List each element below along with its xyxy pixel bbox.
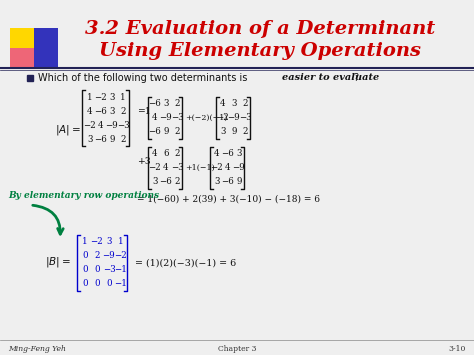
Text: −2: −2 xyxy=(149,164,161,173)
Text: −9: −9 xyxy=(233,164,246,173)
Text: 1: 1 xyxy=(118,237,124,246)
Text: 3: 3 xyxy=(164,99,169,109)
Text: −3: −3 xyxy=(171,114,183,122)
Text: −2: −2 xyxy=(217,114,229,122)
Text: 2: 2 xyxy=(174,99,180,109)
Text: 3: 3 xyxy=(87,135,93,143)
Text: 2: 2 xyxy=(174,127,180,137)
Text: 3: 3 xyxy=(237,149,242,158)
Text: −1: −1 xyxy=(115,266,128,274)
Text: −6: −6 xyxy=(149,127,161,137)
FancyBboxPatch shape xyxy=(10,28,34,48)
Text: 3: 3 xyxy=(106,237,112,246)
Text: $|A|=$: $|A|=$ xyxy=(55,123,81,137)
Text: 2: 2 xyxy=(174,149,180,158)
Text: 4: 4 xyxy=(220,99,226,109)
Text: 4: 4 xyxy=(98,120,104,130)
Text: −6: −6 xyxy=(95,135,108,143)
Text: 4: 4 xyxy=(87,106,93,115)
Text: 0: 0 xyxy=(82,266,88,274)
Text: 3-10: 3-10 xyxy=(448,345,466,353)
Text: −3: −3 xyxy=(103,266,115,274)
Text: −6: −6 xyxy=(160,178,173,186)
Text: 0: 0 xyxy=(82,251,88,261)
Text: +3: +3 xyxy=(137,157,151,165)
Text: 4: 4 xyxy=(152,114,158,122)
Text: +(−2)(−1): +(−2)(−1) xyxy=(185,114,228,122)
Text: −9: −9 xyxy=(160,114,173,122)
Text: Which of the following two determinants is: Which of the following two determinants … xyxy=(38,73,250,83)
Text: 3: 3 xyxy=(152,178,158,186)
Text: Chapter 3: Chapter 3 xyxy=(218,345,256,353)
Text: =1: =1 xyxy=(137,106,151,115)
Text: 3: 3 xyxy=(109,106,115,115)
Text: 0: 0 xyxy=(94,279,100,289)
Text: −9: −9 xyxy=(103,251,115,261)
Text: 2: 2 xyxy=(174,178,180,186)
Text: 6: 6 xyxy=(163,149,169,158)
Text: 1: 1 xyxy=(120,93,126,102)
Text: ?: ? xyxy=(353,73,358,83)
Text: −3: −3 xyxy=(239,114,251,122)
FancyBboxPatch shape xyxy=(10,48,34,68)
Text: −2: −2 xyxy=(210,164,223,173)
Text: 3: 3 xyxy=(214,178,219,186)
Text: 4: 4 xyxy=(152,149,158,158)
Text: −2: −2 xyxy=(83,120,96,130)
Text: $|B|=$: $|B|=$ xyxy=(45,255,71,269)
Text: 0: 0 xyxy=(82,279,88,289)
Text: −6: −6 xyxy=(95,106,108,115)
Text: Using Elementary Operations: Using Elementary Operations xyxy=(99,42,421,60)
Text: 0: 0 xyxy=(94,266,100,274)
Text: 2: 2 xyxy=(120,106,126,115)
Text: −2: −2 xyxy=(95,93,108,102)
Text: Ming-Feng Yeh: Ming-Feng Yeh xyxy=(8,345,66,353)
Text: 4: 4 xyxy=(163,164,169,173)
Text: −6: −6 xyxy=(222,149,234,158)
Text: −3: −3 xyxy=(171,164,183,173)
FancyBboxPatch shape xyxy=(34,28,58,68)
Text: −9: −9 xyxy=(228,114,240,122)
Text: 0: 0 xyxy=(106,279,112,289)
Text: 4: 4 xyxy=(225,164,231,173)
Text: 1: 1 xyxy=(87,93,93,102)
Text: By elementary row operations: By elementary row operations xyxy=(8,191,159,200)
Text: −1: −1 xyxy=(115,279,128,289)
Text: 9: 9 xyxy=(231,127,237,137)
Text: 3: 3 xyxy=(220,127,226,137)
Text: +1(−1): +1(−1) xyxy=(185,164,215,172)
Text: 9: 9 xyxy=(109,135,115,143)
Text: −2: −2 xyxy=(115,251,128,261)
Text: 2: 2 xyxy=(94,251,100,261)
Text: 9: 9 xyxy=(236,178,242,186)
Text: easier to evaluate: easier to evaluate xyxy=(282,73,379,82)
Text: 4: 4 xyxy=(214,149,220,158)
Text: −6: −6 xyxy=(222,178,234,186)
Text: 9: 9 xyxy=(163,127,169,137)
Text: = 1(−60) + 2(39) + 3(−10) − (−18) = 6: = 1(−60) + 2(39) + 3(−10) − (−18) = 6 xyxy=(137,195,320,203)
Text: 3: 3 xyxy=(109,93,115,102)
Text: = (1)(2)(−3)(−1) = 6: = (1)(2)(−3)(−1) = 6 xyxy=(135,258,236,268)
Text: −6: −6 xyxy=(149,99,161,109)
Text: 1: 1 xyxy=(82,237,88,246)
Text: 2: 2 xyxy=(242,127,248,137)
Text: 3.2 Evaluation of a Determinant: 3.2 Evaluation of a Determinant xyxy=(85,20,435,38)
Text: 2: 2 xyxy=(120,135,126,143)
Text: −3: −3 xyxy=(117,120,129,130)
Text: −9: −9 xyxy=(106,120,118,130)
Text: 3: 3 xyxy=(231,99,237,109)
Text: −2: −2 xyxy=(91,237,103,246)
Text: 2: 2 xyxy=(242,99,248,109)
